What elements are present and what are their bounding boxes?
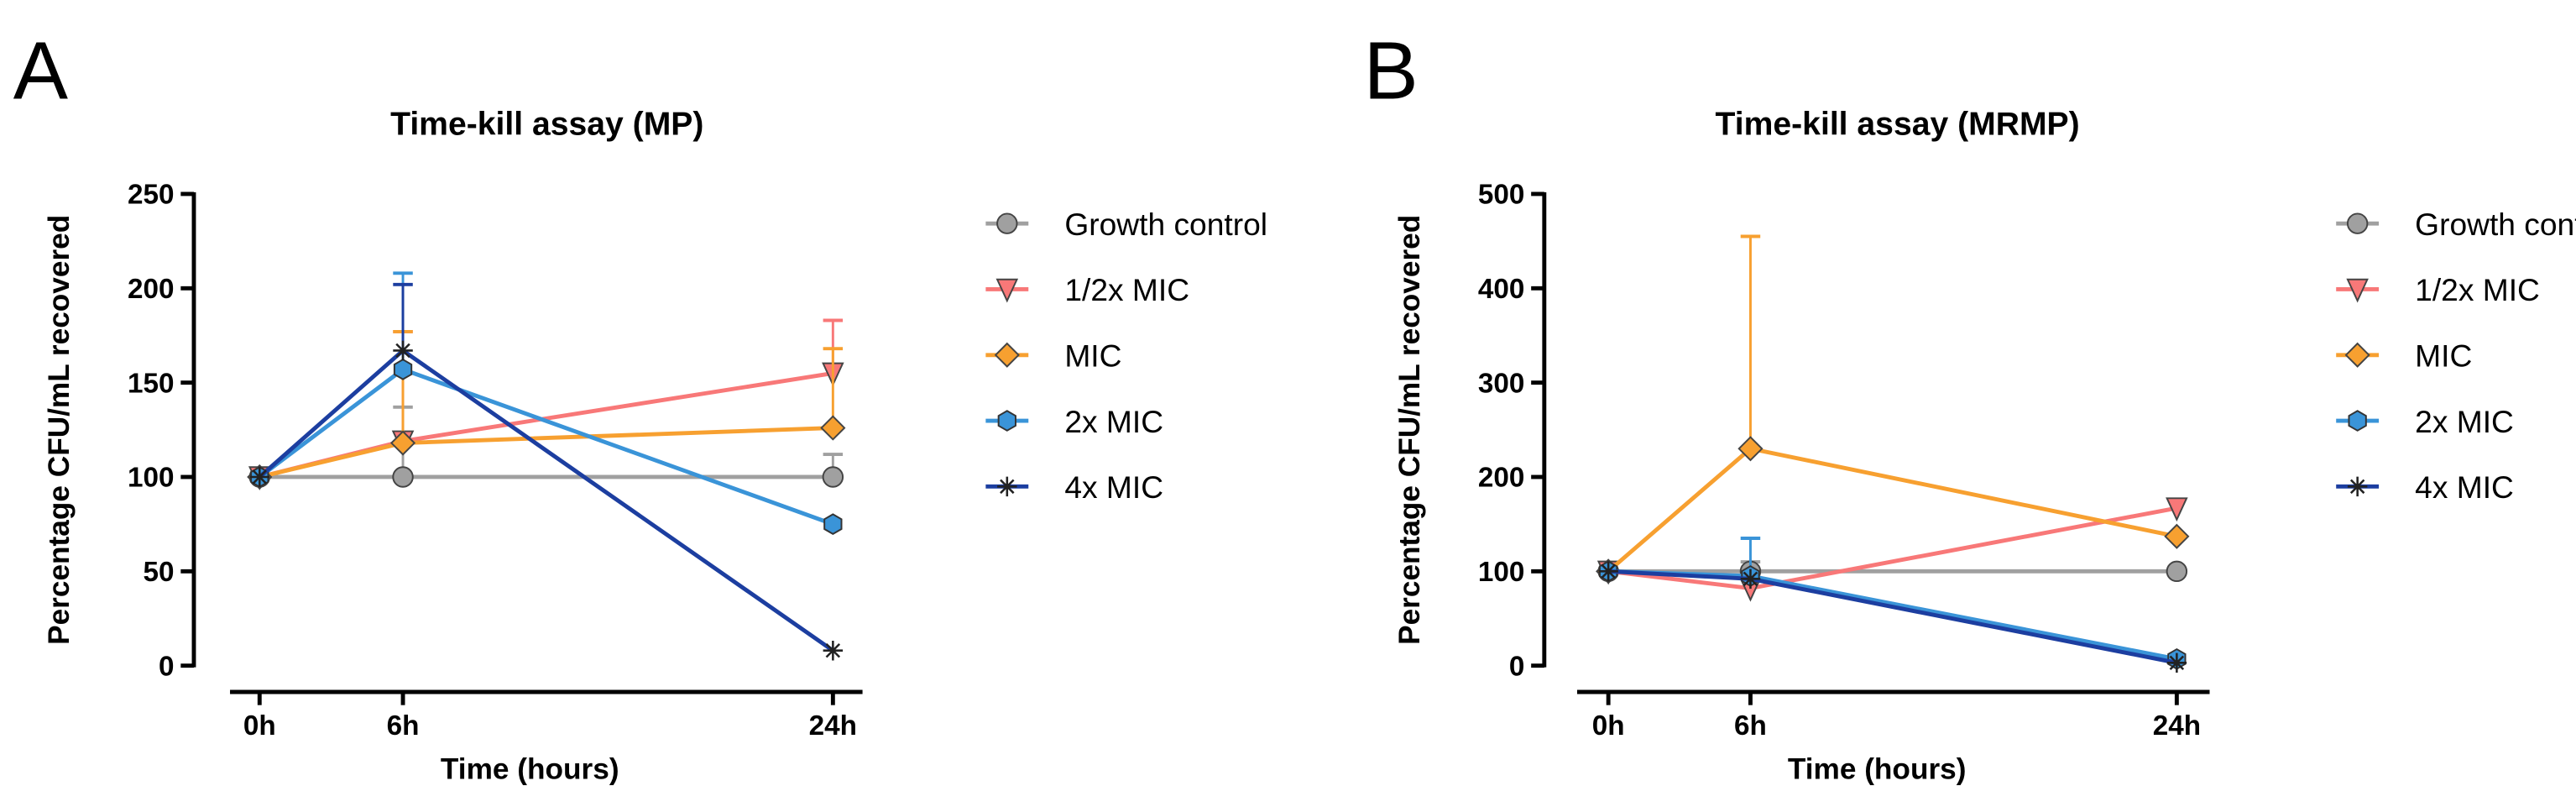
- data-point-diamond: [389, 430, 416, 456]
- legend-label: MIC: [1064, 338, 1121, 373]
- legend-entry: Growth control: [985, 207, 1267, 242]
- series-1-2x-mic: [248, 318, 844, 491]
- chart-title: Time-kill assay (MP): [390, 106, 703, 142]
- series-4x-mic: [1598, 561, 2187, 673]
- legend-entry: MIC: [985, 338, 1121, 373]
- y-tick-label: 50: [143, 557, 174, 588]
- legend-entry: 4x MIC: [985, 469, 1163, 505]
- legend-marker-hexagon: [997, 410, 1016, 432]
- x-tick-label: 24h: [809, 710, 857, 741]
- data-point-diamond: [1737, 436, 1763, 462]
- y-tick-label: 0: [1509, 651, 1525, 682]
- chart-title: Time-kill assay (MRMP): [1716, 106, 2080, 142]
- data-point-star: [823, 640, 844, 661]
- series-line: [259, 370, 833, 479]
- legend-label: MIC: [2415, 338, 2472, 373]
- series-2x-mic: [250, 271, 843, 536]
- legend-entry: 4x MIC: [2336, 469, 2514, 505]
- series-growth-control: [1597, 560, 2188, 583]
- plot-area: [247, 271, 846, 661]
- x-axis-title: Time (hours): [1788, 753, 1967, 786]
- data-point-star: [249, 467, 270, 487]
- data-point-star: [2166, 652, 2187, 673]
- data-point-hexagon: [823, 513, 843, 536]
- legend-label: 1/2x MIC: [1064, 272, 1189, 307]
- plot-area: [1596, 234, 2190, 673]
- y-tick-label: 150: [128, 368, 175, 399]
- legend-entry: 1/2x MIC: [985, 272, 1189, 307]
- legend-label: 4x MIC: [1064, 469, 1163, 505]
- legend-entry: MIC: [2336, 338, 2472, 373]
- legend-marker-triangle-down: [2346, 278, 2369, 303]
- panel-letter: B: [1364, 24, 1419, 116]
- data-point-star: [393, 340, 413, 361]
- legend-marker-triangle-down: [995, 278, 1019, 303]
- panel-letter: A: [13, 24, 69, 116]
- legend-marker-circle: [2346, 212, 2369, 234]
- series-line: [258, 367, 834, 527]
- series-line: [1607, 446, 2177, 574]
- x-tick-label: 6h: [387, 710, 420, 741]
- legend-entry: 2x MIC: [985, 404, 1163, 439]
- data-point-circle: [822, 466, 844, 488]
- legend-marker-star: [997, 476, 1017, 497]
- legend-marker-star: [2347, 476, 2368, 497]
- y-tick-label: 400: [1478, 274, 1525, 305]
- legend-label: 4x MIC: [2415, 469, 2514, 505]
- data-point-diamond: [820, 415, 846, 441]
- series-line: [258, 348, 834, 652]
- y-axis-title: Percentage CFU/mL recovered: [43, 215, 76, 645]
- y-tick-label: 0: [159, 651, 175, 682]
- y-axis-title: Percentage CFU/mL recovered: [1393, 215, 1426, 645]
- x-tick-label: 0h: [1592, 710, 1625, 741]
- series-1-2x-mic: [1596, 497, 2188, 602]
- panel-a: A Time-kill assay (MP) 0 50 100 150 200 250 0h 6h…: [13, 24, 1267, 785]
- data-point-circle: [2166, 560, 2188, 583]
- legend-marker-diamond: [2344, 342, 2370, 368]
- series-4x-mic: [249, 282, 844, 661]
- y-tick-label: 100: [128, 463, 175, 494]
- legend-label: 2x MIC: [1064, 404, 1163, 439]
- legend-marker-diamond: [994, 342, 1020, 368]
- legend-label: Growth control: [1064, 207, 1267, 242]
- panel-b: B Time-kill assay (MRMP) 0 100 200 300 400 500 0…: [1364, 24, 2576, 785]
- y-tick-label: 500: [1478, 180, 1525, 211]
- y-tick-label: 300: [1478, 368, 1525, 399]
- x-tick-label: 6h: [1734, 710, 1767, 741]
- legend-entry: 2x MIC: [2336, 404, 2514, 439]
- x-axis-title: Time (hours): [441, 753, 619, 786]
- y-tick-label: 200: [1478, 463, 1525, 494]
- legend-entry: 1/2x MIC: [2336, 272, 2540, 307]
- legend-marker-hexagon: [2348, 410, 2367, 432]
- y-tick-label: 200: [128, 274, 175, 305]
- legend-label: Growth control: [2415, 207, 2576, 242]
- data-point-diamond: [2164, 523, 2190, 549]
- data-point-circle: [392, 466, 414, 488]
- y-tick-label: 100: [1478, 557, 1525, 588]
- data-point-star: [1598, 561, 1618, 582]
- data-point-star: [1740, 569, 1761, 590]
- legend-marker-circle: [996, 212, 1018, 234]
- series-line: [1608, 569, 2177, 665]
- legend-label: 2x MIC: [2415, 404, 2514, 439]
- legend-entry: Growth control: [2336, 207, 2576, 242]
- y-tick-label: 250: [128, 180, 175, 211]
- legend-label: 1/2x MIC: [2415, 272, 2540, 307]
- series-2x-mic: [1599, 537, 2187, 670]
- series-mic: [1596, 234, 2190, 584]
- data-point-triangle-down: [2166, 497, 2188, 522]
- x-tick-label: 0h: [243, 710, 276, 741]
- data-point-hexagon: [393, 359, 413, 380]
- x-tick-label: 24h: [2153, 710, 2201, 741]
